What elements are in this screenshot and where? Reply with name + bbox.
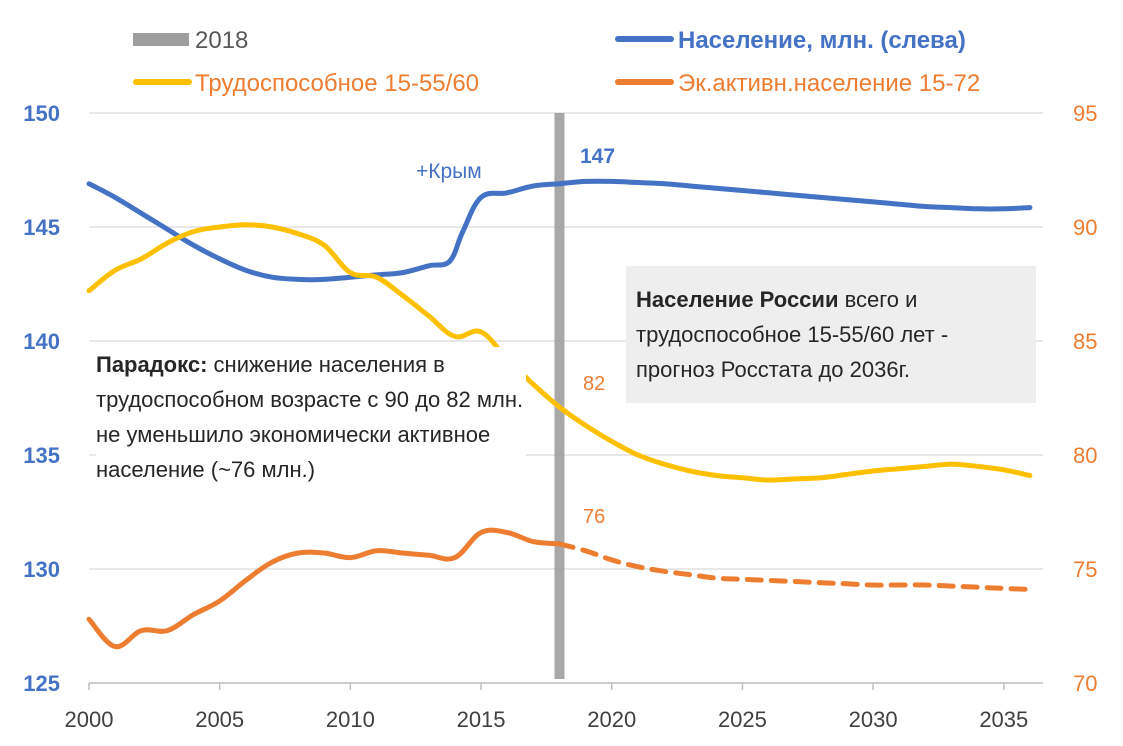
econ-active-2018-label: 76 <box>583 506 605 528</box>
y-right-tick-label: 80 <box>1073 443 1097 468</box>
y-right-tick-label: 75 <box>1073 557 1097 582</box>
population-line <box>86 178 1033 283</box>
working-age-line <box>86 222 1033 483</box>
x-tick-label: 2035 <box>979 707 1028 732</box>
russia-forecast-note: Население России всего и трудоспособное … <box>626 266 1036 403</box>
x-tick-label: 2015 <box>457 707 506 732</box>
crimea-label: +Крым <box>416 160 482 183</box>
russia-note-title: Население России <box>636 287 839 312</box>
y-right-tick-label: 95 <box>1073 101 1097 126</box>
x-tick-label: 2025 <box>718 707 767 732</box>
y-right-tick-label: 90 <box>1073 215 1097 240</box>
econ-active-line <box>86 527 562 650</box>
y-right-tick-label: 85 <box>1073 329 1097 354</box>
legend-marker-2018-swatch <box>133 33 189 46</box>
legend-marker-2018-label: 2018 <box>195 27 248 54</box>
econ-active-forecast-line <box>557 541 1033 592</box>
y-left-tick-label: 140 <box>23 329 60 354</box>
legend-working-age-label: Трудоспособное 15-55/60 <box>195 70 479 97</box>
y-left-tick-label: 145 <box>23 215 60 240</box>
working-age-2018-label: 82 <box>583 373 605 395</box>
paradox-note: Парадокс: снижение населения в трудоспос… <box>96 347 526 487</box>
x-tick-label: 2000 <box>65 707 114 732</box>
population-2018-label: 147 <box>580 145 615 168</box>
plot-area <box>86 178 1033 650</box>
legend-population-label: Население, млн. (слева) <box>678 27 966 54</box>
russia-note-text: всего и трудоспособное 15-55/60 лет - пр… <box>636 287 949 382</box>
y-left-tick-label: 125 <box>23 671 60 696</box>
paradox-note-title: Парадокс: <box>96 352 208 377</box>
legend: 2018 Население, млн. (слева) Трудоспособ… <box>133 27 980 97</box>
x-tick-label: 2030 <box>849 707 898 732</box>
legend-econ-active-label: Эк.активн.население 15-72 <box>678 70 980 97</box>
y-right-tick-label: 70 <box>1073 671 1097 696</box>
x-tick-label: 2010 <box>326 707 375 732</box>
y-left-tick-label: 150 <box>23 101 60 126</box>
x-tick-label: 2005 <box>195 707 244 732</box>
paradox-note-text: снижение населения в трудоспособном возр… <box>96 352 524 482</box>
y-left-tick-label: 135 <box>23 443 60 468</box>
x-tick-label: 2020 <box>587 707 636 732</box>
axes: 125 70 130 75 135 80 140 85 145 90 150 95 2000 2005 20… <box>23 101 1097 732</box>
marker-2018-bar <box>554 113 565 679</box>
y-left-tick-label: 130 <box>23 557 60 582</box>
